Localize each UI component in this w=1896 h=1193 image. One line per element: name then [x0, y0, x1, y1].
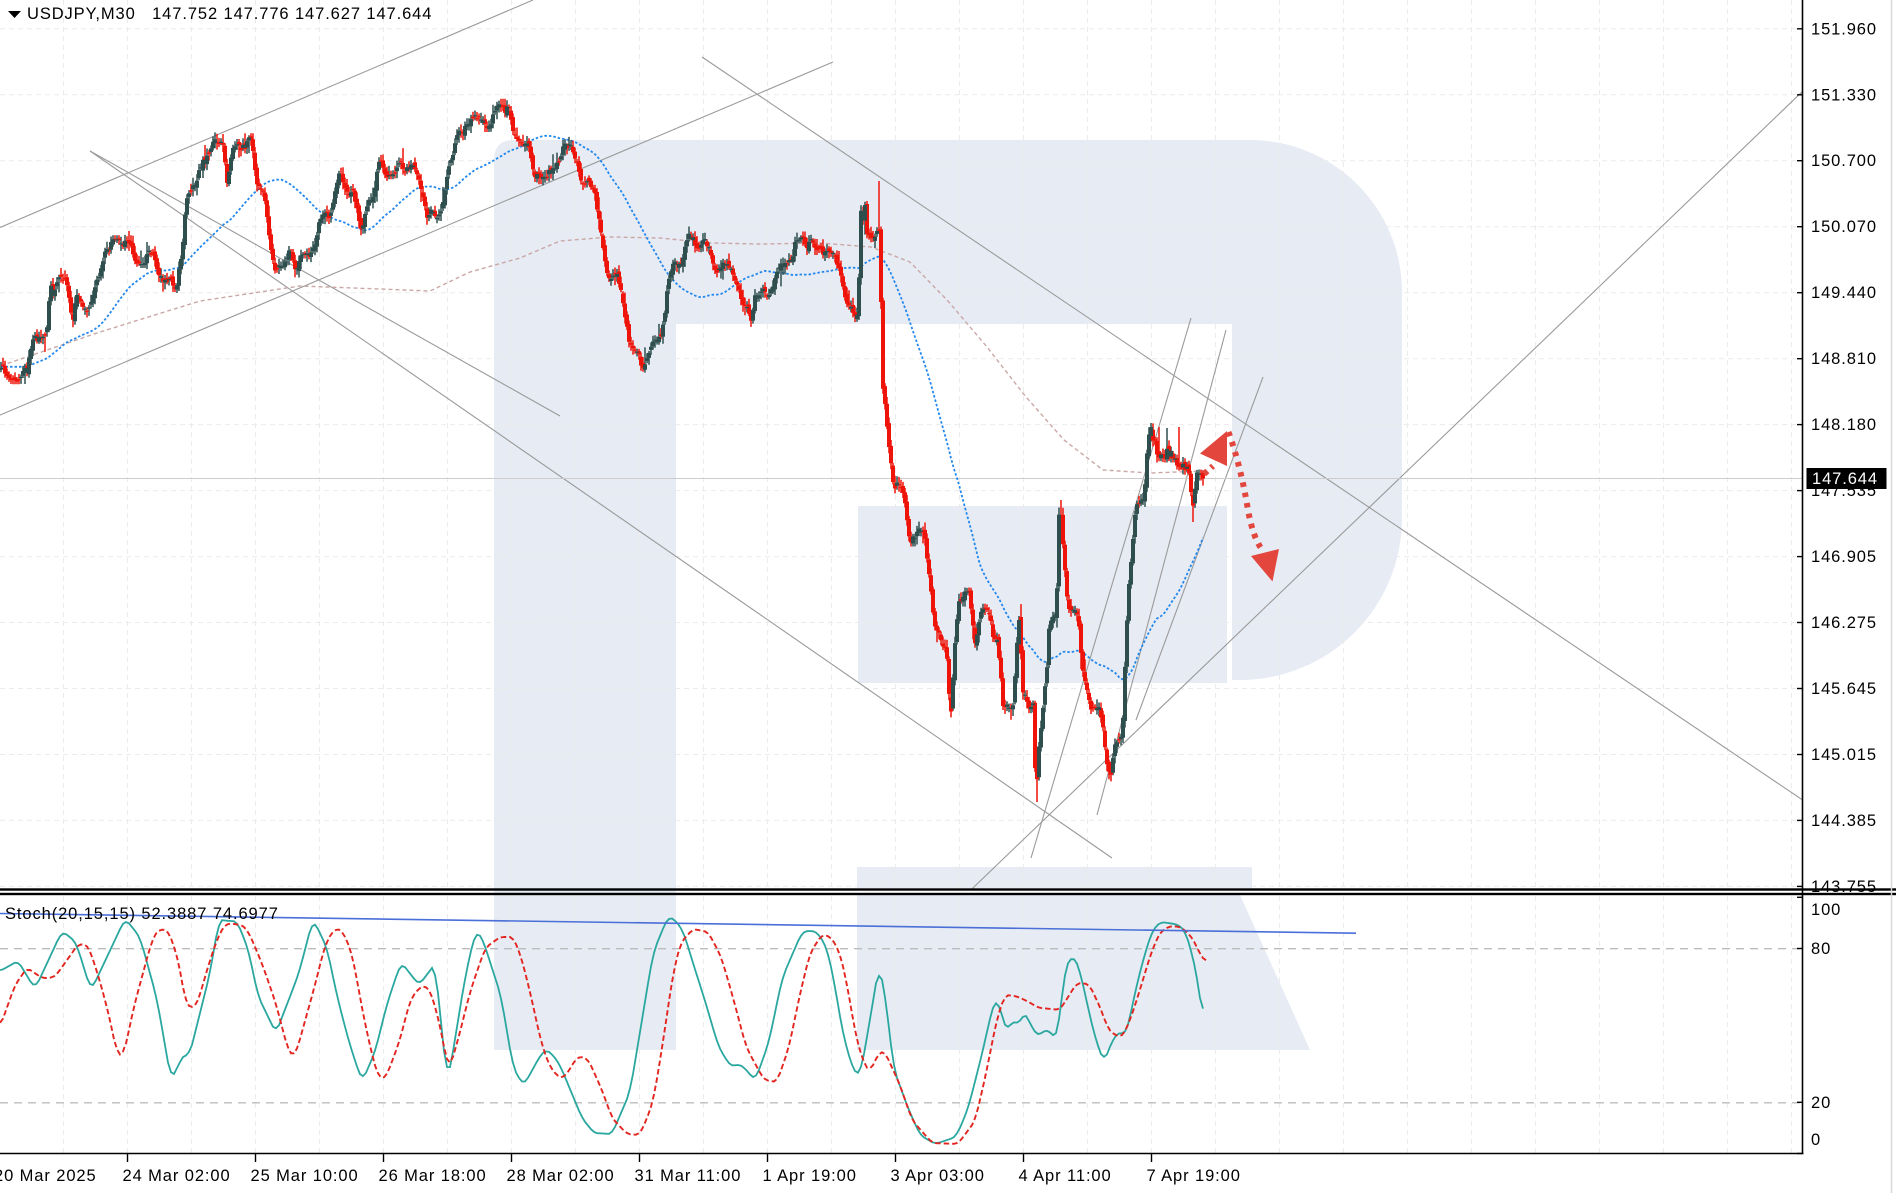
svg-text:24 Mar 02:00: 24 Mar 02:00: [123, 1167, 231, 1185]
svg-text:100: 100: [1811, 901, 1841, 919]
svg-text:31 Mar 11:00: 31 Mar 11:00: [635, 1167, 742, 1185]
svg-text:149.440: 149.440: [1811, 284, 1877, 302]
svg-text:150.700: 150.700: [1811, 152, 1877, 170]
svg-text:147.644: 147.644: [1812, 470, 1878, 488]
svg-text:20 Mar 2025: 20 Mar 2025: [0, 1167, 97, 1185]
svg-text:150.070: 150.070: [1811, 218, 1877, 236]
svg-text:145.645: 145.645: [1811, 680, 1877, 698]
svg-text:Stoch(20,15,15) 52.3887 74.697: Stoch(20,15,15) 52.3887 74.6977: [5, 905, 279, 923]
svg-text:143.755: 143.755: [1811, 878, 1877, 896]
svg-text:USDJPY,M30 147.752 147.776 1: USDJPY,M30 147.752 147.776 147.627 147.6…: [27, 5, 432, 23]
svg-text:80: 80: [1811, 940, 1831, 958]
svg-text:148.180: 148.180: [1811, 416, 1877, 434]
svg-text:7 Apr 19:00: 7 Apr 19:00: [1147, 1167, 1241, 1185]
svg-text:25 Mar 10:00: 25 Mar 10:00: [251, 1167, 359, 1185]
svg-text:148.810: 148.810: [1811, 350, 1877, 368]
svg-text:145.015: 145.015: [1811, 746, 1877, 764]
svg-text:151.330: 151.330: [1811, 86, 1877, 104]
svg-text:26 Mar 18:00: 26 Mar 18:00: [379, 1167, 487, 1185]
svg-text:3 Apr 03:00: 3 Apr 03:00: [891, 1167, 985, 1185]
svg-text:146.905: 146.905: [1811, 548, 1877, 566]
svg-text:144.385: 144.385: [1811, 812, 1877, 830]
svg-text:0: 0: [1811, 1131, 1821, 1149]
svg-text:20: 20: [1811, 1094, 1831, 1112]
svg-text:146.275: 146.275: [1811, 614, 1877, 632]
svg-text:151.960: 151.960: [1811, 20, 1877, 38]
svg-text:4 Apr 11:00: 4 Apr 11:00: [1019, 1167, 1112, 1185]
svg-text:1 Apr 19:00: 1 Apr 19:00: [763, 1167, 857, 1185]
svg-text:28 Mar 02:00: 28 Mar 02:00: [507, 1167, 615, 1185]
